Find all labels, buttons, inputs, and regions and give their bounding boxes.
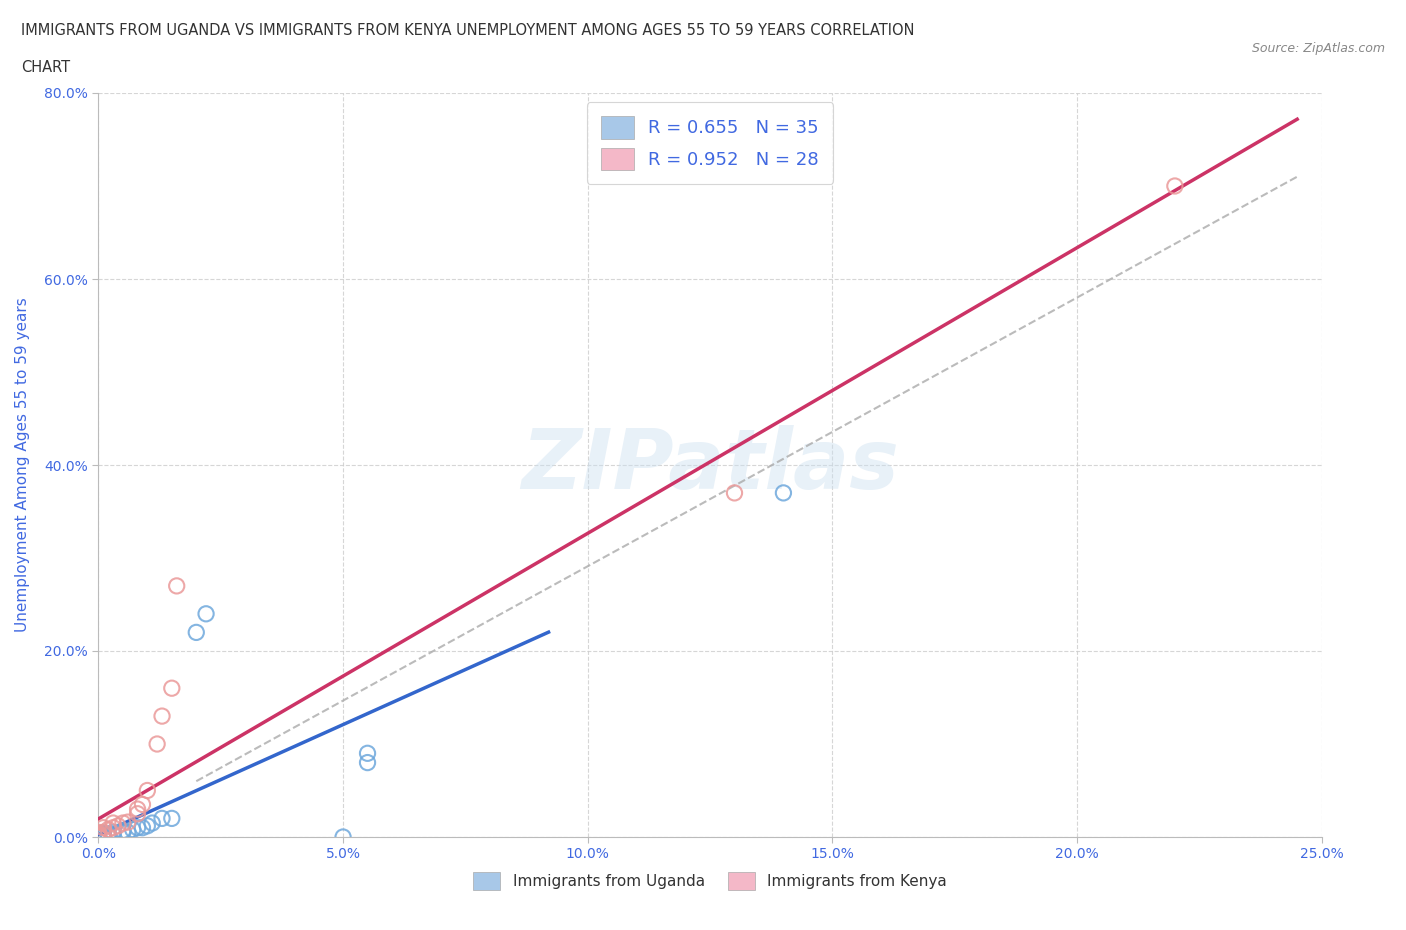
Point: [111, 823, 134, 838]
Point: [87, 830, 110, 844]
Point: [131, 797, 153, 812]
Point: [87, 830, 110, 844]
Point: [91, 829, 114, 844]
Point: [91, 820, 114, 835]
Point: [136, 818, 159, 833]
Text: Source: ZipAtlas.com: Source: ZipAtlas.com: [1251, 42, 1385, 55]
Point: [332, 830, 354, 844]
Point: [87, 828, 110, 843]
Point: [160, 811, 183, 826]
Point: [195, 606, 218, 621]
Point: [111, 816, 134, 830]
Point: [150, 811, 173, 826]
Point: [87, 830, 110, 844]
Point: [127, 806, 149, 821]
Point: [91, 825, 114, 840]
Text: ZIPatlas: ZIPatlas: [522, 424, 898, 506]
Point: [97, 822, 120, 837]
Point: [117, 815, 139, 830]
Point: [87, 825, 110, 840]
Point: [87, 827, 110, 842]
Point: [87, 830, 110, 844]
Point: [101, 825, 124, 840]
Point: [87, 829, 110, 844]
Point: [141, 816, 163, 830]
Point: [87, 829, 110, 844]
Point: [87, 829, 110, 844]
Point: [1164, 179, 1187, 193]
Point: [101, 816, 124, 830]
Point: [150, 709, 173, 724]
Point: [111, 825, 134, 840]
Point: [87, 829, 110, 844]
Point: [91, 827, 114, 842]
Point: [723, 485, 745, 500]
Point: [356, 755, 378, 770]
Text: IMMIGRANTS FROM UGANDA VS IMMIGRANTS FROM KENYA UNEMPLOYMENT AMONG AGES 55 TO 59: IMMIGRANTS FROM UGANDA VS IMMIGRANTS FRO…: [21, 23, 914, 38]
Legend: Immigrants from Uganda, Immigrants from Kenya: Immigrants from Uganda, Immigrants from …: [467, 866, 953, 897]
Point: [97, 828, 120, 843]
Y-axis label: Unemployment Among Ages 55 to 59 years: Unemployment Among Ages 55 to 59 years: [15, 298, 31, 632]
Point: [87, 827, 110, 842]
Point: [117, 825, 139, 840]
Point: [136, 783, 159, 798]
Point: [160, 681, 183, 696]
Point: [91, 830, 114, 844]
Point: [87, 828, 110, 843]
Point: [87, 830, 110, 844]
Point: [772, 485, 794, 500]
Point: [91, 826, 114, 841]
Point: [146, 737, 169, 751]
Point: [87, 827, 110, 842]
Point: [107, 818, 129, 833]
Point: [131, 820, 153, 835]
Point: [87, 828, 110, 843]
Point: [87, 830, 110, 844]
Point: [127, 802, 149, 817]
Point: [101, 820, 124, 835]
Point: [97, 827, 120, 842]
Point: [87, 830, 110, 844]
Point: [87, 830, 110, 844]
Point: [166, 578, 188, 593]
Point: [121, 822, 143, 837]
Point: [101, 827, 124, 842]
Point: [186, 625, 208, 640]
Text: CHART: CHART: [21, 60, 70, 75]
Point: [127, 820, 149, 835]
Point: [356, 746, 378, 761]
Point: [91, 828, 114, 843]
Point: [87, 830, 110, 844]
